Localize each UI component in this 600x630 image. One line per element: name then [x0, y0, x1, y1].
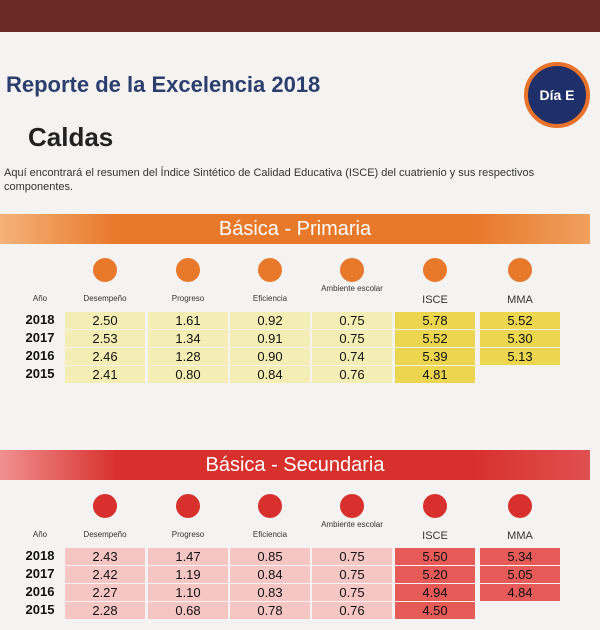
title: Reporte de la Excelencia 2018 — [6, 72, 321, 97]
column-label: ISCE — [422, 294, 448, 306]
column-label: Eficiencia — [252, 530, 288, 539]
row-year: 2015 — [25, 366, 55, 381]
table-cell: 0.75 — [312, 548, 392, 565]
table-cell: 0.75 — [312, 312, 392, 329]
table-cell: 4.94 — [395, 584, 475, 601]
column-label: MMA — [507, 530, 533, 542]
column-icon — [258, 494, 282, 518]
table-cell: 5.52 — [480, 312, 560, 329]
column-icon — [176, 494, 200, 518]
table-cell: 1.34 — [148, 330, 228, 347]
column-label: Ambiente escolar — [321, 520, 383, 529]
column-icon — [93, 494, 117, 518]
column-icon — [423, 494, 447, 518]
table-cell: 0.76 — [312, 366, 392, 383]
table-cell: 2.42 — [65, 566, 145, 583]
column-label: Ambiente escolar — [321, 284, 383, 293]
table-cell: 5.50 — [395, 548, 475, 565]
column-icon — [423, 258, 447, 282]
table-cell: 0.91 — [230, 330, 310, 347]
column-icon — [93, 258, 117, 282]
table-cell: 0.84 — [230, 366, 310, 383]
table-cell: 1.19 — [148, 566, 228, 583]
row-year: 2018 — [25, 312, 55, 327]
table-cell: 0.78 — [230, 602, 310, 619]
table-cell: 5.78 — [395, 312, 475, 329]
table-cell: 0.75 — [312, 584, 392, 601]
table-cell: 1.61 — [148, 312, 228, 329]
column-label: Año — [32, 294, 48, 303]
table-cell: 5.39 — [395, 348, 475, 365]
table-cell: 2.27 — [65, 584, 145, 601]
table-cell: 4.84 — [480, 584, 560, 601]
row-year: 2017 — [25, 330, 55, 345]
column-label: Desempeño — [83, 530, 127, 539]
column-icon — [176, 258, 200, 282]
table-cell: 0.84 — [230, 566, 310, 583]
table-cell: 2.53 — [65, 330, 145, 347]
column-label: Desempeño — [83, 294, 127, 303]
column-label: ISCE — [422, 530, 448, 542]
column-icon — [340, 494, 364, 518]
column-label: Año — [32, 530, 48, 539]
table-cell: 2.46 — [65, 348, 145, 365]
table-cell: 2.41 — [65, 366, 145, 383]
column-icon — [508, 258, 532, 282]
table-cell: 2.43 — [65, 548, 145, 565]
table-cell: 0.75 — [312, 566, 392, 583]
table-cell: 1.28 — [148, 348, 228, 365]
table-cell: 5.13 — [480, 348, 560, 365]
table-cell: 0.76 — [312, 602, 392, 619]
section-banner: Básica - Secundaria — [0, 450, 590, 480]
table-cell: 4.50 — [395, 602, 475, 619]
table-cell: 1.47 — [148, 548, 228, 565]
section-banner: Básica - Primaria — [0, 214, 590, 244]
table-cell: 4.81 — [395, 366, 475, 383]
table-cell: 5.52 — [395, 330, 475, 347]
column-label: Eficiencia — [252, 294, 288, 303]
photo-edge — [0, 0, 600, 32]
table-cell: 0.68 — [148, 602, 228, 619]
table-cell: 0.90 — [230, 348, 310, 365]
column-label: Progreso — [171, 530, 205, 539]
table-cell — [480, 602, 560, 619]
column-icon — [258, 258, 282, 282]
row-year: 2015 — [25, 602, 55, 617]
column-icon — [508, 494, 532, 518]
logo: Día E — [524, 62, 590, 128]
table-cell: 5.30 — [480, 330, 560, 347]
table-cell: 0.80 — [148, 366, 228, 383]
row-year: 2016 — [25, 584, 55, 599]
table-cell: 5.05 — [480, 566, 560, 583]
table-cell: 2.28 — [65, 602, 145, 619]
table-cell: 5.20 — [395, 566, 475, 583]
table-cell: 0.74 — [312, 348, 392, 365]
table-cell: 0.85 — [230, 548, 310, 565]
table-cell: 0.92 — [230, 312, 310, 329]
description: Aquí encontrará el resumen del Índice Si… — [4, 167, 535, 193]
column-label: Progreso — [171, 294, 205, 303]
column-label: MMA — [507, 294, 533, 306]
table-cell: 1.10 — [148, 584, 228, 601]
column-icon — [340, 258, 364, 282]
table-cell — [480, 366, 560, 383]
table-cell: 2.50 — [65, 312, 145, 329]
table-cell: 0.83 — [230, 584, 310, 601]
row-year: 2017 — [25, 566, 55, 581]
row-year: 2016 — [25, 348, 55, 363]
row-year: 2018 — [25, 548, 55, 563]
table-cell: 0.75 — [312, 330, 392, 347]
region: Caldas — [28, 122, 114, 152]
table-cell: 5.34 — [480, 548, 560, 565]
